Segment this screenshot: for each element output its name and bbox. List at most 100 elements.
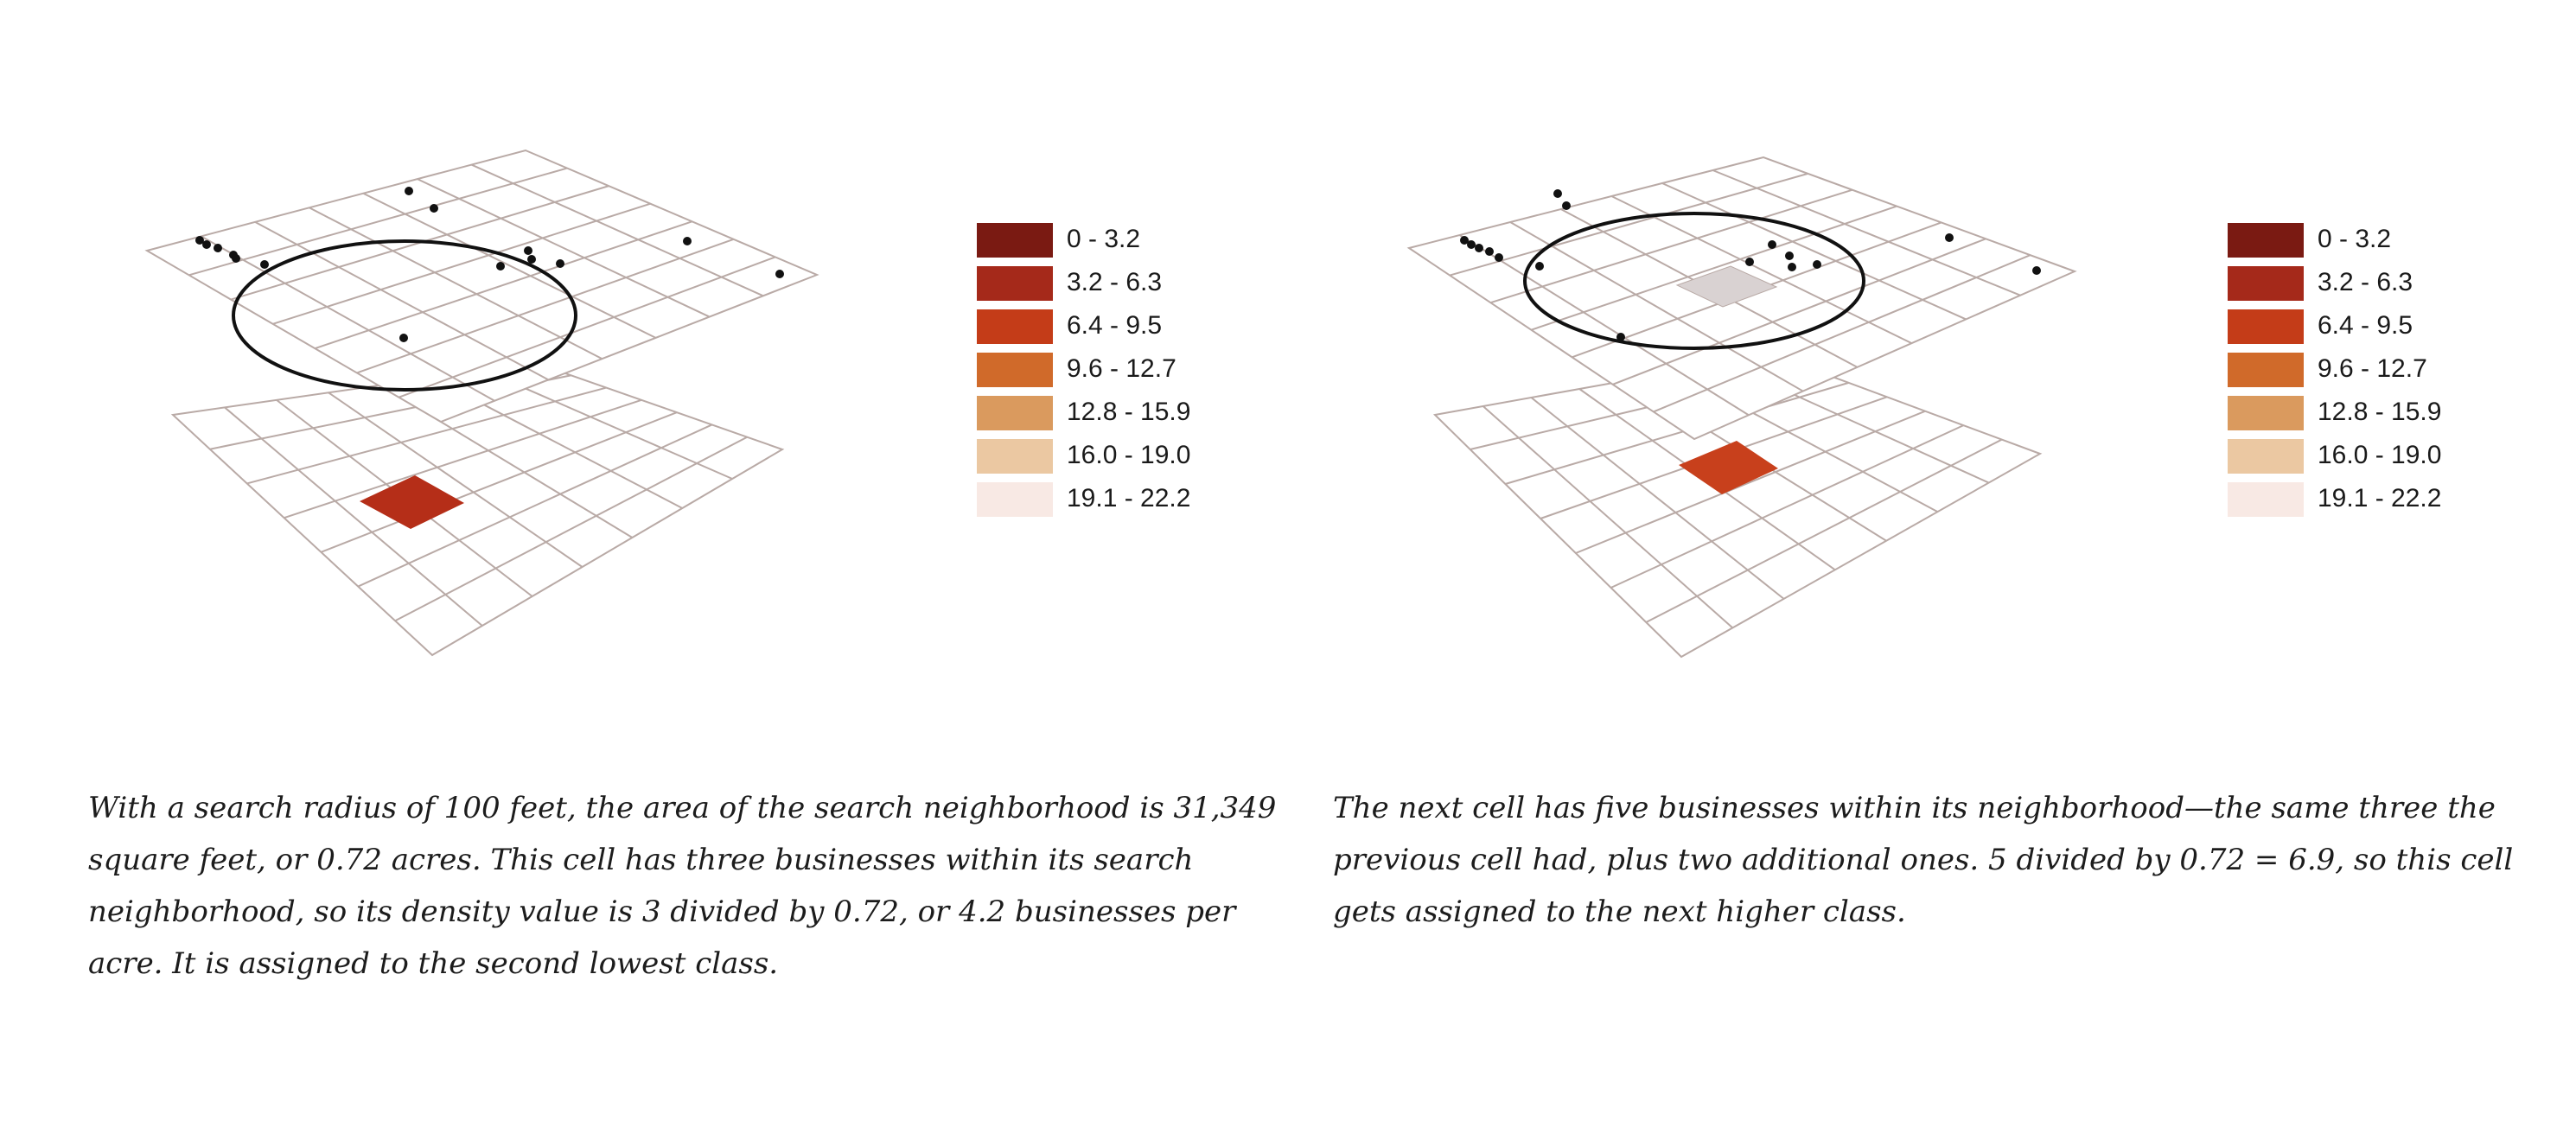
legend-swatch [977, 223, 1053, 258]
legend-swatch [2228, 309, 2304, 344]
legend-swatch [977, 309, 1053, 344]
business-point [1467, 240, 1476, 249]
legend-swatch [2228, 482, 2304, 517]
legend-label: 16.0 - 19.0 [2318, 441, 2442, 469]
business-point [1553, 189, 1562, 198]
legend-swatch [977, 482, 1053, 517]
legend-label: 12.8 - 15.9 [2318, 398, 2442, 426]
grid-line [362, 192, 657, 339]
grid-line [314, 220, 692, 350]
grid-line [394, 436, 748, 622]
grid-line [1653, 254, 2031, 413]
left-panel: 0 - 3.2 3.2 - 6.3 6.4 - 9.5 9.6 - 12.7 1… [88, 149, 1276, 981]
business-point [556, 259, 564, 268]
grid-line [284, 398, 642, 519]
grid-line [357, 423, 712, 588]
business-point [2032, 266, 2041, 275]
grid-line [1449, 172, 1808, 277]
right-panel: 0 - 3.2 3.2 - 6.3 6.4 - 9.5 9.6 - 12.7 1… [1288, 0, 2576, 1127]
business-point [496, 262, 505, 271]
legend-swatch [2228, 223, 2304, 258]
legend-label: 3.2 - 6.3 [2318, 268, 2413, 296]
legend-swatch [977, 353, 1053, 387]
legend-swatch [2228, 266, 2304, 301]
grid-line [1612, 238, 1986, 385]
input-grid [144, 149, 819, 423]
business-point [775, 270, 784, 278]
grid-line [224, 406, 483, 627]
business-point [214, 244, 222, 252]
output-cell-highlight [360, 475, 464, 529]
legend-label: 6.4 - 9.5 [2318, 311, 2413, 340]
business-point [1745, 258, 1754, 266]
legend-swatch [977, 396, 1053, 430]
business-point [1945, 233, 1954, 242]
output-cell-highlight [1679, 441, 1778, 494]
business-point [1495, 253, 1503, 262]
grid-line [1712, 169, 2021, 296]
grid-line [328, 392, 583, 568]
legend-label: 0 - 3.2 [2318, 225, 2392, 253]
explanation-caption: The next cell has five businesses within… [1333, 791, 2514, 929]
business-point [1616, 333, 1625, 341]
business-point [1813, 260, 1821, 269]
grid-line [1505, 381, 1849, 485]
legend-label: 16.0 - 19.0 [1067, 441, 1191, 469]
business-point [430, 204, 438, 213]
business-point [1785, 252, 1794, 260]
grid-line [1482, 405, 1733, 629]
grid-line [1610, 195, 1912, 345]
legend-label: 19.1 - 22.2 [2318, 484, 2442, 513]
business-point [1535, 262, 1544, 271]
legend-label: 19.1 - 22.2 [1067, 484, 1191, 513]
business-point [405, 187, 413, 195]
business-point [1460, 236, 1469, 245]
grid-line [1610, 424, 1964, 589]
input-grid-border [144, 149, 819, 423]
business-point [1562, 201, 1571, 210]
business-point [195, 236, 204, 245]
business-point [202, 240, 211, 249]
legend-swatch [977, 439, 1053, 474]
grid-line [1530, 397, 1785, 600]
grid-line [254, 220, 549, 381]
legend-swatch [2228, 439, 2304, 474]
grid-line [1459, 234, 1750, 417]
business-point [527, 255, 536, 264]
search-radius-circle [1523, 212, 1865, 350]
grid-line [246, 386, 607, 485]
business-point [1475, 244, 1483, 252]
density-diagram [144, 149, 819, 657]
business-point [1768, 240, 1776, 249]
legend-label: 9.6 - 12.7 [2318, 354, 2427, 383]
business-point [260, 260, 269, 269]
grid-line [1531, 205, 1897, 331]
legend-swatch [977, 266, 1053, 301]
grid-line [1489, 188, 1853, 304]
search-radius-circle [232, 239, 577, 392]
grid-line [1509, 221, 1804, 392]
legend-swatch [2228, 353, 2304, 387]
grid-line [356, 238, 735, 374]
grid-line [201, 235, 495, 402]
legend-label: 3.2 - 6.3 [1067, 268, 1163, 296]
business-point [524, 246, 532, 255]
business-point [399, 334, 408, 342]
grid-line [188, 167, 568, 277]
grid-line [309, 207, 603, 360]
grid-line [399, 256, 776, 398]
legend-label: 9.6 - 12.7 [1067, 354, 1176, 383]
density-diagram [1406, 156, 2077, 659]
grid-line [1661, 182, 1967, 321]
legend-swatch [2228, 396, 2304, 430]
legend-label: 12.8 - 15.9 [1067, 398, 1191, 426]
grid-line [321, 411, 678, 553]
business-point [1485, 247, 1494, 256]
grid-line [471, 163, 764, 297]
business-point [1788, 263, 1796, 271]
legend-label: 6.4 - 9.5 [1067, 311, 1163, 340]
legend-label: 0 - 3.2 [1067, 225, 1141, 253]
grid-line [1575, 410, 1926, 554]
grid-line [1645, 438, 2003, 623]
business-point [232, 254, 240, 263]
